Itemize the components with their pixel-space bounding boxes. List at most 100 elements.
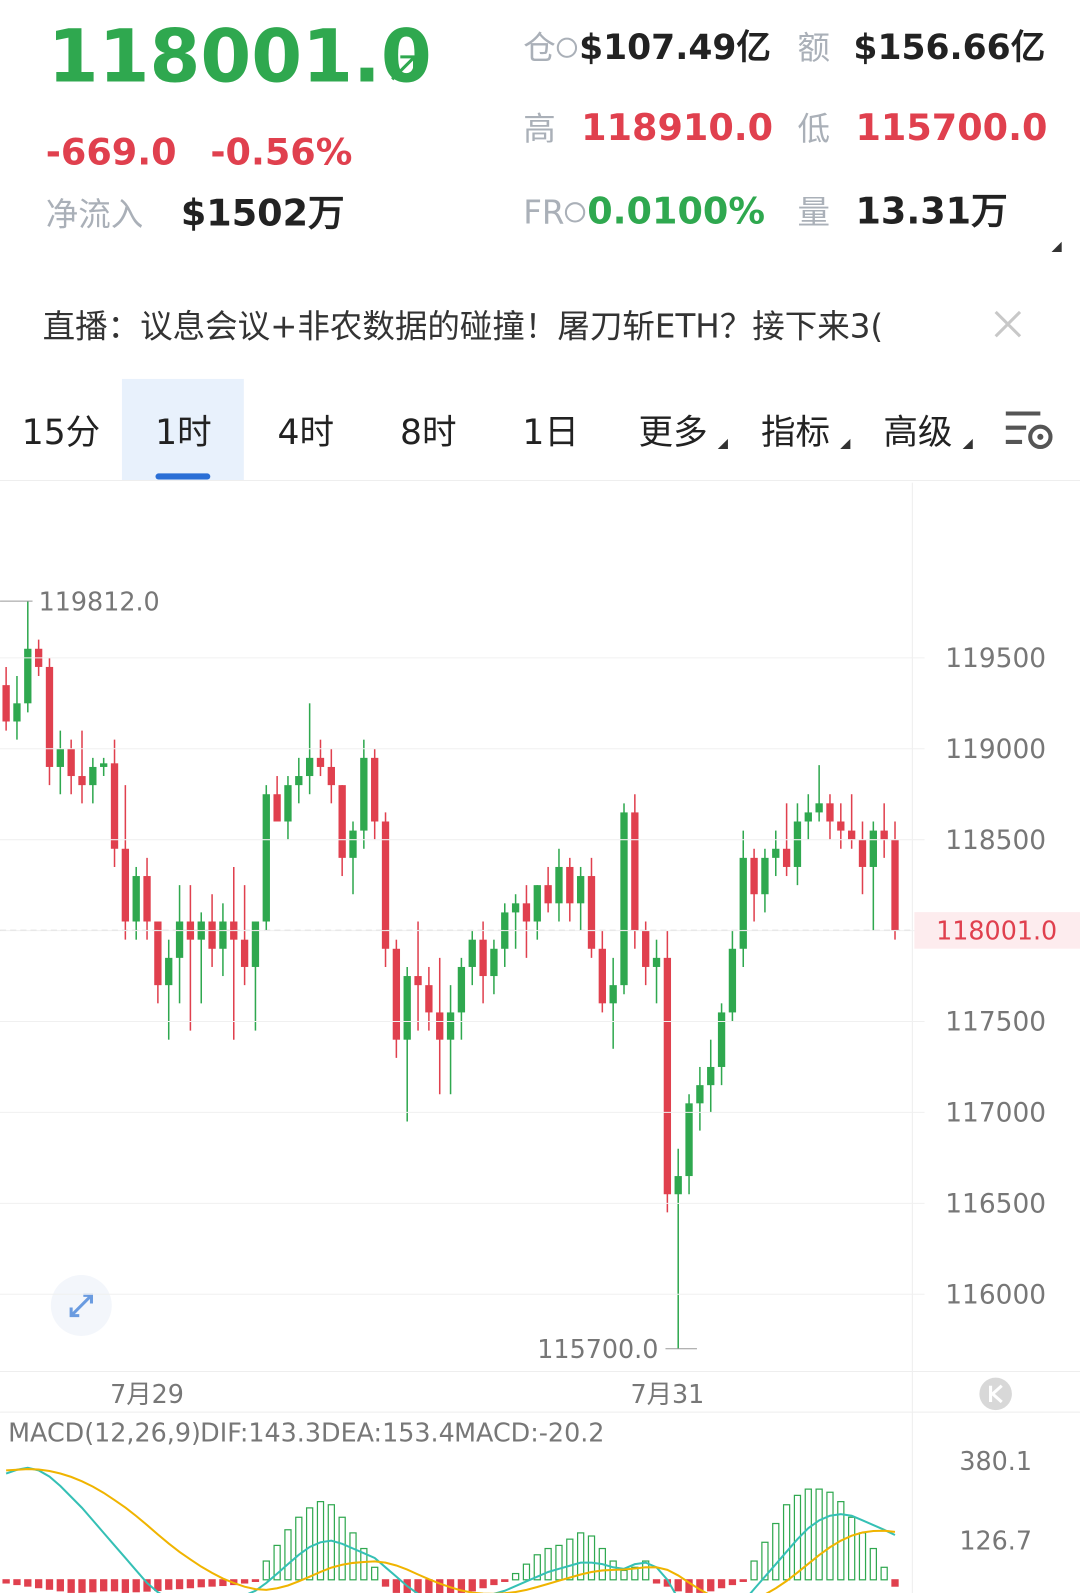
candle-body — [587, 876, 596, 949]
candle-body — [555, 866, 563, 904]
candle-body — [316, 757, 325, 767]
macd-bar — [295, 1516, 303, 1581]
volume-label: 量 — [798, 194, 831, 232]
fr-label: FR — [523, 194, 564, 232]
macd-bar — [371, 1566, 379, 1581]
macd-bar — [490, 1579, 498, 1586]
macd-bar — [56, 1579, 64, 1592]
macd-bar — [750, 1560, 758, 1581]
candle-body — [457, 966, 466, 1013]
macd-bar — [100, 1579, 108, 1592]
macd-label: MACD:-20.2 — [454, 1418, 604, 1448]
macd-bar — [349, 1532, 357, 1581]
macd-bar — [121, 1579, 130, 1593]
macd-bar — [219, 1579, 227, 1587]
turnover: $156.66亿 — [853, 28, 1045, 68]
tab[interactable]: 8时 — [400, 413, 457, 453]
macd-bar — [696, 1579, 704, 1593]
active-tab-underline — [155, 473, 211, 480]
candle-body — [338, 785, 346, 858]
y-tick-label: 116500 — [945, 1188, 1046, 1219]
candle-body — [13, 703, 21, 722]
macd-bar — [132, 1579, 140, 1593]
candle-body — [273, 794, 281, 822]
macd-bar — [273, 1544, 281, 1581]
candle-body — [750, 857, 758, 895]
macd-bar — [522, 1563, 531, 1581]
candle-body — [728, 948, 737, 1013]
dropdown-triangle — [962, 438, 973, 450]
candle-body — [175, 921, 184, 958]
macd-bar — [425, 1579, 433, 1593]
candle-body — [717, 1012, 726, 1067]
settings-icon[interactable] — [1005, 411, 1053, 450]
candle-body — [674, 1176, 682, 1195]
candle-body — [772, 848, 780, 858]
tab[interactable]: 1日 — [522, 413, 579, 453]
candle-body — [371, 757, 379, 822]
macd-bar — [566, 1538, 574, 1581]
macd-bar — [761, 1541, 769, 1581]
candle-body — [663, 957, 672, 1195]
candle-body — [598, 948, 606, 1004]
macd-bar — [620, 1569, 628, 1581]
candle-body — [576, 876, 585, 904]
macd-bar — [110, 1579, 119, 1592]
change-pct: -0.56% — [210, 131, 352, 174]
macd-bar — [165, 1579, 173, 1590]
x-tick-label: 7月31 — [630, 1379, 704, 1409]
scroll-button[interactable] — [979, 1377, 1012, 1411]
candle-body — [468, 939, 476, 967]
expand-triangle[interactable] — [1051, 241, 1062, 252]
tab[interactable]: 更多 — [639, 413, 708, 453]
macd-bar — [436, 1579, 444, 1593]
help-icon[interactable] — [556, 37, 578, 58]
candle-body — [858, 839, 867, 867]
candle-body — [414, 976, 422, 986]
candle-body — [642, 930, 650, 967]
candle-body — [89, 766, 97, 786]
candle-body — [793, 821, 802, 867]
candle-body — [100, 763, 108, 767]
candle-body — [696, 1085, 704, 1104]
fullscreen-icon — [69, 1293, 93, 1318]
candle-body — [305, 757, 314, 777]
y-tick-label: 119500 — [945, 643, 1046, 674]
candle-body — [761, 857, 769, 895]
macd-bar — [717, 1579, 726, 1589]
macd-bar — [642, 1560, 650, 1581]
candle-body — [847, 830, 856, 840]
candle-body — [45, 666, 54, 767]
scroll-icon — [989, 1384, 1003, 1404]
macd-bar — [793, 1494, 802, 1581]
tab[interactable]: 4时 — [278, 413, 335, 453]
candle-body — [2, 685, 10, 722]
macd-bar — [707, 1579, 715, 1592]
oi-label: 仓 — [523, 29, 556, 67]
tab[interactable]: 指标 — [761, 413, 830, 453]
dropdown-triangle — [840, 438, 851, 450]
macd-bar — [67, 1579, 75, 1593]
tab[interactable]: 1时 — [155, 413, 212, 453]
macd-bar — [338, 1516, 346, 1581]
candle-body — [219, 921, 227, 949]
close-icon[interactable] — [994, 310, 1022, 338]
macd-bar — [479, 1579, 487, 1589]
macd-bar — [360, 1547, 368, 1581]
banner-text[interactable]: 直播：议息会议+非农数据的碰撞！屠刀斩ETH？接下来3( — [43, 307, 883, 345]
macd-bar — [197, 1579, 205, 1588]
y-tick-label: 117500 — [945, 1007, 1046, 1038]
tab[interactable]: 15分 — [22, 413, 100, 453]
help-icon[interactable] — [564, 202, 586, 223]
candle-body — [631, 812, 639, 931]
tab[interactable]: 高级 — [883, 413, 952, 453]
candle-body — [815, 803, 823, 813]
funding: 0.0100% — [587, 190, 765, 233]
candle-body — [739, 857, 747, 949]
candle-body — [522, 903, 531, 922]
macd-bar — [34, 1579, 43, 1589]
candle-body — [869, 830, 877, 867]
macd-bar — [78, 1579, 86, 1593]
macd-bar — [826, 1491, 834, 1581]
candle-body — [425, 985, 433, 1013]
